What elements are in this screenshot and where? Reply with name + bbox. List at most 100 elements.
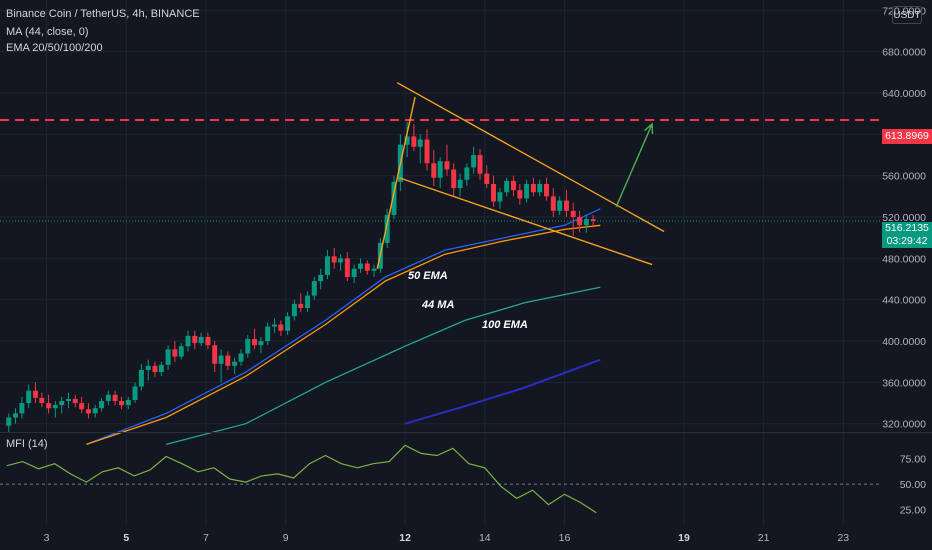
ma-legend[interactable]: MA (44, close, 0): [6, 26, 89, 38]
date-tick-label: 5: [123, 532, 129, 544]
candle: [311, 276, 317, 300]
mfi-legend[interactable]: MFI (14): [6, 438, 48, 450]
lower-trendline[interactable]: [398, 177, 653, 266]
pole-left[interactable]: [376, 96, 416, 269]
candle-body: [497, 192, 503, 202]
candle: [431, 149, 437, 187]
price-tick-label: 640.0000: [882, 88, 926, 100]
candle-body: [72, 398, 78, 404]
price-axis[interactable]: 720.0000680.0000640.0000600.0000560.0000…: [882, 5, 926, 516]
candle: [563, 190, 569, 218]
candle-body: [371, 268, 377, 271]
symbol-title[interactable]: Binance Coin / TetherUS, 4h, BINANCE: [6, 8, 200, 20]
candle: [318, 268, 324, 290]
candle: [358, 258, 364, 273]
ma-line-44-ma: [86, 224, 601, 446]
candle-body: [457, 179, 463, 189]
candle: [192, 330, 198, 350]
candle-body: [351, 268, 357, 277]
candle: [517, 183, 523, 205]
candle: [324, 250, 330, 280]
candle: [118, 396, 124, 410]
currency-button[interactable]: USDT: [892, 6, 922, 24]
candle-body: [198, 336, 204, 344]
ma-line-200-ema: [404, 358, 601, 425]
upper-trendline[interactable]: [396, 82, 665, 233]
candle: [557, 196, 563, 215]
candle-body: [451, 169, 457, 189]
candle: [457, 173, 463, 197]
candle-body: [471, 155, 477, 168]
candle: [371, 264, 377, 277]
date-tick-label: 21: [758, 532, 770, 544]
trendline-drawings[interactable]: [376, 82, 665, 269]
mfi-tick-label: 75.00: [900, 454, 926, 466]
candle-body: [358, 263, 364, 269]
date-tick-label: 7: [203, 532, 209, 544]
candle-body: [583, 219, 589, 226]
candle: [570, 202, 576, 236]
candle-body: [26, 390, 32, 404]
candle-body: [544, 183, 550, 197]
mfi-tick-label: 25.00: [900, 505, 926, 517]
candle: [172, 341, 178, 362]
candle: [105, 390, 111, 406]
candle: [19, 396, 25, 419]
candle-body: [285, 316, 291, 331]
price-tick-label: 440.0000: [882, 295, 926, 307]
candle: [112, 390, 118, 406]
annotation-100-ema: 100 EMA: [482, 319, 528, 331]
candle-body: [331, 256, 337, 263]
candle-body: [112, 394, 118, 401]
candle: [225, 351, 231, 370]
ma-line-50-ema: [86, 208, 601, 446]
candle: [39, 392, 45, 408]
candle-body: [152, 365, 158, 373]
candle: [583, 214, 589, 233]
date-tick-label: 14: [479, 532, 491, 544]
candle-body: [165, 349, 171, 365]
candle: [6, 413, 12, 432]
candle-body: [13, 413, 19, 418]
candle: [92, 405, 98, 418]
candle: [278, 320, 284, 336]
candle-body: [52, 405, 58, 409]
candle: [451, 163, 457, 197]
candle: [338, 254, 344, 271]
resistance-price-tag: 613.8969: [882, 129, 932, 144]
candle: [245, 334, 251, 358]
price-tick-label: 680.0000: [882, 47, 926, 59]
candle: [72, 394, 78, 408]
candle: [13, 408, 19, 424]
candle: [590, 214, 596, 228]
time-axis[interactable]: 3 5 7 9 12 14 16 19 21 23: [44, 532, 850, 544]
ema-legend[interactable]: EMA 20/50/100/200: [6, 42, 103, 54]
candle-body: [125, 399, 131, 406]
candle: [152, 361, 158, 378]
candle-body: [510, 180, 516, 191]
candle: [471, 146, 477, 174]
candle: [212, 341, 218, 373]
candle: [125, 396, 131, 410]
target-arrow[interactable]: [615, 123, 653, 207]
grid-lines: [0, 0, 882, 525]
candle-body: [145, 365, 151, 370]
candle: [178, 343, 184, 360]
candle-body: [464, 167, 470, 180]
candle: [530, 177, 536, 197]
price-tick-label: 480.0000: [882, 253, 926, 265]
candle: [145, 359, 151, 381]
candle-body: [245, 338, 251, 354]
candle-body: [185, 335, 191, 347]
candle: [198, 332, 204, 347]
candle-body: [364, 263, 370, 271]
candle: [59, 396, 65, 414]
candle-body: [46, 403, 52, 409]
candle: [238, 349, 244, 366]
candle: [510, 175, 516, 197]
candle-body: [99, 400, 105, 409]
candle-body: [411, 136, 417, 147]
candle: [271, 318, 277, 333]
candle: [252, 328, 258, 350]
